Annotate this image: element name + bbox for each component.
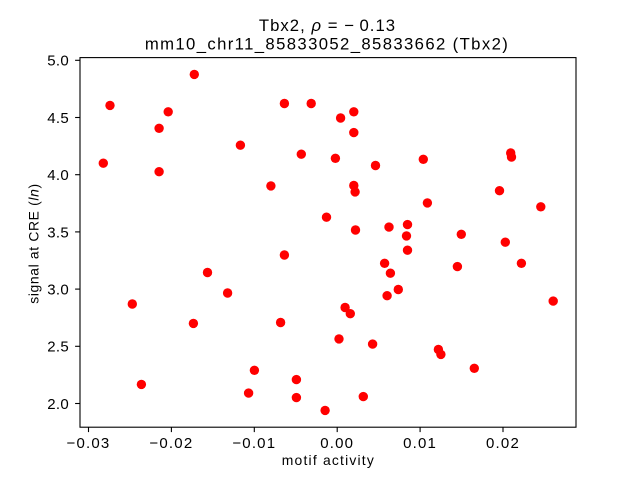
svg-text:−0.03: −0.03 [67,435,111,452]
svg-text:4.0: 4.0 [47,167,69,184]
svg-text:0.02: 0.02 [486,435,520,452]
svg-text:3.0: 3.0 [47,282,69,299]
svg-text:signal at CRE (ln): signal at CRE (ln) [26,183,42,304]
svg-text:5.0: 5.0 [47,53,69,70]
svg-text:0.01: 0.01 [403,435,437,452]
svg-text:2.0: 2.0 [47,396,69,413]
svg-text:mm10_chr11_85833052_85833662 (: mm10_chr11_85833052_85833662 (Tbx2) [145,34,509,53]
svg-text:Tbx2, ρ = − 0.13: Tbx2, ρ = − 0.13 [259,16,396,35]
svg-text:motif activity: motif activity [282,452,375,468]
svg-text:3.5: 3.5 [47,224,69,241]
svg-text:4.5: 4.5 [47,110,69,127]
svg-text:−0.02: −0.02 [149,435,193,452]
svg-text:2.5: 2.5 [47,339,69,356]
svg-text:0.00: 0.00 [320,435,354,452]
svg-text:−0.01: −0.01 [232,435,276,452]
